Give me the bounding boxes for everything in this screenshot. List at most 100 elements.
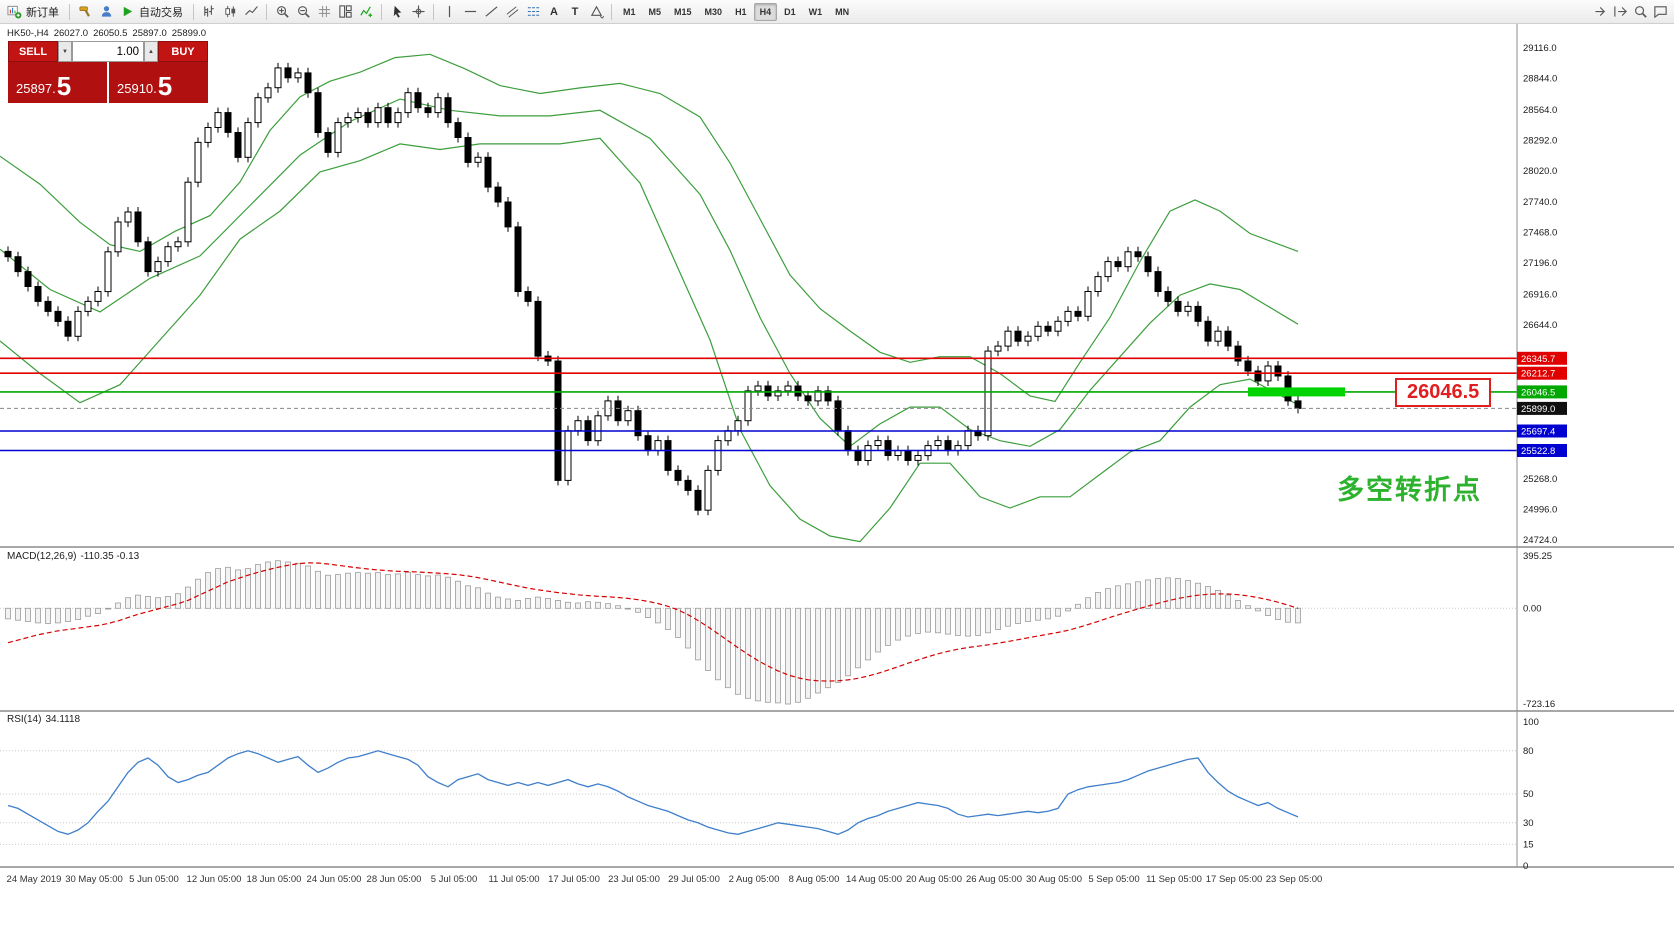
new-order-icon[interactable] — [4, 2, 24, 22]
new-order-label[interactable]: 新订单 — [26, 6, 59, 19]
svg-text:26644.0: 26644.0 — [1523, 320, 1557, 331]
chart-ohlc-header: HK50-,H4 26027.0 26050.5 25897.0 25899.0 — [7, 28, 211, 39]
shapes-icon[interactable] — [586, 2, 606, 22]
fibonacci-icon[interactable] — [523, 2, 543, 22]
bar-chart-icon[interactable] — [199, 2, 219, 22]
svg-text:5 Sep 05:00: 5 Sep 05:00 — [1088, 874, 1139, 885]
svg-text:100: 100 — [1523, 717, 1539, 728]
zoom-in-icon[interactable] — [272, 2, 292, 22]
timeframe-mn[interactable]: MN — [835, 6, 850, 17]
cursor-icon[interactable] — [387, 2, 407, 22]
search-icon[interactable] — [1630, 2, 1650, 22]
panel-separators[interactable] — [0, 24, 1674, 868]
timeframe-w1[interactable]: W1 — [808, 6, 823, 17]
candle-chart-icon[interactable] — [220, 2, 240, 22]
text-icon[interactable]: A — [550, 5, 558, 18]
sell-button[interactable]: SELL — [8, 41, 58, 62]
svg-text:28564.0: 28564.0 — [1523, 105, 1557, 116]
price-axis-badges: 26345.7 26212.7 26046.5 25899.0 25697.4 25522… — [1517, 351, 1567, 457]
ohlc-high: 26050.5 — [93, 28, 128, 39]
bollinger-upper-band — [0, 53, 1299, 403]
svg-text:14 Aug 05:00: 14 Aug 05:00 — [846, 874, 902, 885]
svg-text:8 Aug 05:00: 8 Aug 05:00 — [789, 874, 840, 885]
svg-text:26345.7: 26345.7 — [1521, 354, 1555, 365]
svg-text:0.00: 0.00 — [1523, 603, 1542, 614]
hammer-icon[interactable] — [75, 2, 95, 22]
toolbar-separator — [433, 3, 434, 20]
svg-text:11 Sep 05:00: 11 Sep 05:00 — [1146, 874, 1202, 885]
price-axis[interactable]: 29116.0 28844.0 28564.0 28292.0 28020.0 27740… — [1523, 43, 1557, 872]
timeframe-m30[interactable]: M30 — [704, 6, 723, 17]
price-level-callout[interactable]: 26046.5 — [1395, 378, 1492, 407]
macd-signal-line — [7, 562, 1299, 682]
label-icon[interactable]: T — [571, 5, 579, 18]
macd-values: -110.35 -0.13 — [80, 551, 140, 562]
chat-icon[interactable] — [1650, 2, 1670, 22]
sell-price-big-digit: 5 — [56, 71, 72, 101]
indicator-levels — [0, 607, 1517, 845]
trendline-icon[interactable] — [481, 2, 501, 22]
horizontal-level-lines[interactable] — [0, 357, 1517, 452]
svg-text:23 Jul 05:00: 23 Jul 05:00 — [608, 874, 660, 885]
chart-shift-icon[interactable] — [1610, 2, 1630, 22]
toolbar-separator — [266, 3, 267, 20]
timeframe-m15[interactable]: M15 — [674, 6, 692, 17]
svg-text:26916.0: 26916.0 — [1523, 289, 1557, 300]
sell-price[interactable]: 25897. 5 — [8, 62, 107, 103]
macd-name: MACD(12,26,9) — [7, 551, 77, 562]
buy-button[interactable]: BUY — [158, 41, 208, 62]
svg-text:26212.7: 26212.7 — [1521, 369, 1555, 380]
svg-text:80: 80 — [1523, 746, 1534, 757]
svg-text:395.25: 395.25 — [1523, 551, 1552, 562]
time-axis[interactable]: 24 May 2019 30 May 05:00 5 Jun 05:00 12 Jun… — [7, 874, 1323, 885]
autotrade-play-label[interactable]: 自动交易 — [139, 6, 183, 19]
timeframe-h4[interactable]: H4 — [753, 2, 778, 21]
svg-text:17 Jul 05:00: 17 Jul 05:00 — [548, 874, 600, 885]
svg-text:24996.0: 24996.0 — [1523, 505, 1557, 516]
main-toolbar: 新订单 自动交易 A T M1 M5 M15 M30 H1 H4 D1 W1 MN — [0, 0, 1674, 24]
autotrade-play-icon[interactable] — [117, 2, 137, 22]
ohlc-low: 25897.0 — [132, 28, 167, 39]
svg-text:5 Jul 05:00: 5 Jul 05:00 — [431, 874, 477, 885]
accounts-icon[interactable] — [96, 2, 116, 22]
svg-text:27740.0: 27740.0 — [1523, 197, 1557, 208]
auto-scroll-icon[interactable] — [1590, 2, 1610, 22]
grid-icon[interactable] — [314, 2, 334, 22]
timeframe-d1[interactable]: D1 — [784, 6, 796, 17]
svg-text:29 Jul 05:00: 29 Jul 05:00 — [668, 874, 720, 885]
svg-text:2 Aug 05:00: 2 Aug 05:00 — [729, 874, 780, 885]
timeframe-h1[interactable]: H1 — [735, 6, 747, 17]
macd-indicator-label: MACD(12,26,9) -110.35 -0.13 — [7, 551, 143, 562]
zoom-out-icon[interactable] — [293, 2, 313, 22]
rsi-line — [7, 750, 1299, 835]
volume-input[interactable] — [72, 41, 144, 62]
toolbar-separator — [193, 3, 194, 20]
timeframe-m1[interactable]: M1 — [623, 6, 636, 17]
turning-point-annotation[interactable]: 多空转折点 — [1337, 475, 1482, 505]
horizontal-line-icon[interactable] — [460, 2, 480, 22]
timeframe-m5[interactable]: M5 — [648, 6, 662, 17]
svg-text:30: 30 — [1523, 818, 1534, 829]
svg-text:27468.0: 27468.0 — [1523, 228, 1557, 239]
volume-decrease-button[interactable]: ▼ — [58, 41, 72, 62]
macd-histogram — [5, 560, 1301, 705]
svg-text:24 May 2019: 24 May 2019 — [7, 874, 62, 885]
volume-increase-button[interactable]: ▲ — [144, 41, 158, 62]
line-chart-icon[interactable] — [241, 2, 261, 22]
svg-text:5 Jun 05:00: 5 Jun 05:00 — [129, 874, 179, 885]
indicators-icon[interactable] — [356, 2, 376, 22]
crosshair-icon[interactable] — [408, 2, 428, 22]
channel-icon[interactable] — [502, 2, 522, 22]
vertical-line-icon[interactable] — [439, 2, 459, 22]
highlight-bar[interactable] — [1248, 387, 1345, 397]
svg-text:24 Jun 05:00: 24 Jun 05:00 — [307, 874, 362, 885]
svg-text:20 Aug 05:00: 20 Aug 05:00 — [906, 874, 962, 885]
ohlc-close: 25899.0 — [171, 28, 207, 39]
buy-price[interactable]: 25910. 5 — [109, 62, 208, 103]
svg-text:11 Jul 05:00: 11 Jul 05:00 — [488, 874, 539, 885]
tile-windows-icon[interactable] — [335, 2, 355, 22]
svg-text:0: 0 — [1523, 861, 1528, 872]
rsi-indicator-label: RSI(14) 34.1118 — [7, 714, 84, 725]
svg-text:30 Aug 05:00: 30 Aug 05:00 — [1026, 874, 1082, 885]
